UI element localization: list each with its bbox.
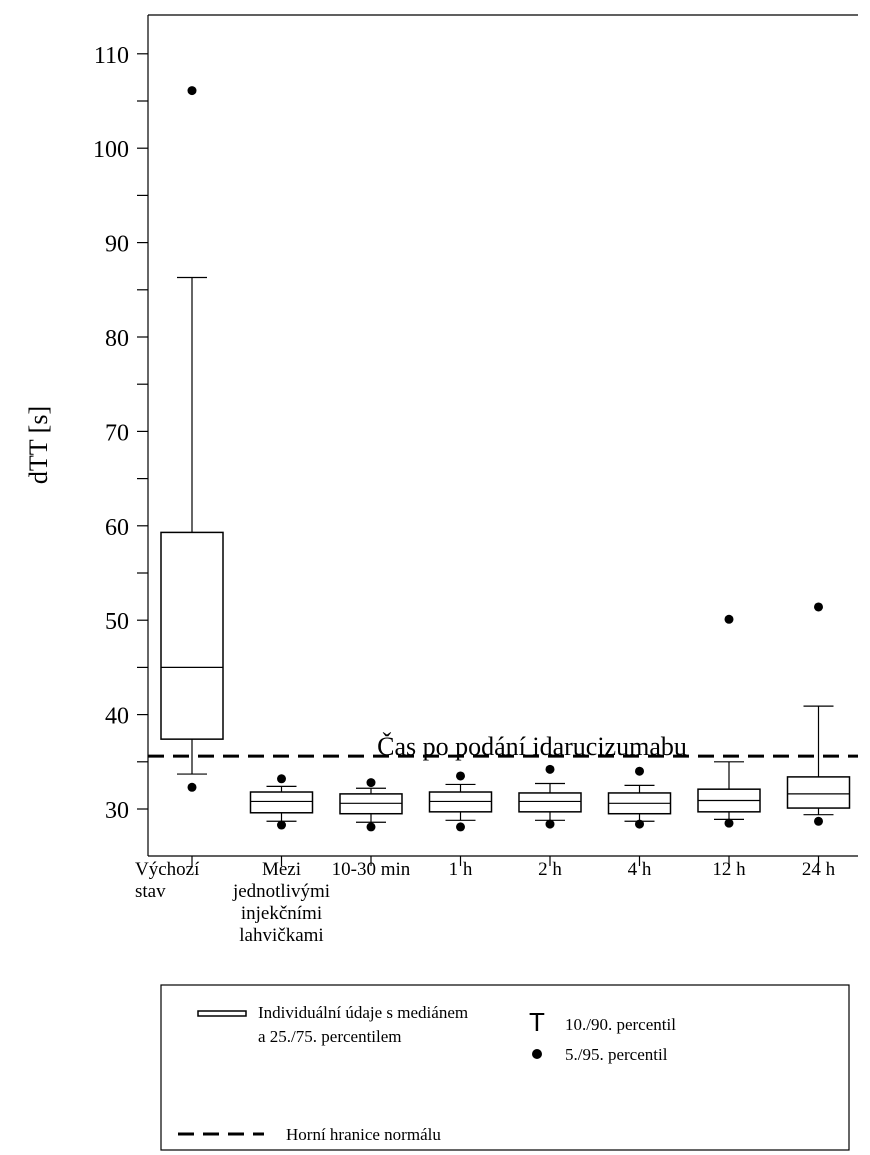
box-iqr xyxy=(249,791,314,814)
x-axis-label: Čas po podání idarucizumabu xyxy=(377,732,687,761)
legend-box-label-1: Individuální údaje s mediánem xyxy=(258,1003,468,1022)
boxes xyxy=(160,86,851,832)
x-tick-label: 24 h xyxy=(802,859,836,880)
box-group xyxy=(249,774,314,830)
box-group xyxy=(786,602,851,826)
x-ticks: Výchozí stav Mezi jednotlivými injekčními lah… xyxy=(135,856,836,946)
x-tick-label-line: 4 h xyxy=(628,859,652,880)
x-tick-label-line: 24 h xyxy=(802,859,836,880)
x-tick-label: 10-30 min xyxy=(332,859,411,880)
p5-dot xyxy=(456,822,465,832)
p95-dot xyxy=(456,771,465,781)
y-tick-label: 60 xyxy=(105,515,129,541)
p5-dot xyxy=(366,822,376,832)
x-tick-label: 2 h xyxy=(538,859,562,880)
x-tick-label: Výchozí stav xyxy=(135,859,200,902)
box-group xyxy=(160,86,224,792)
x-tick-label-line: lahvičkami xyxy=(239,925,323,946)
p95-dot xyxy=(635,766,644,776)
y-tick-label: 80 xyxy=(105,326,129,352)
x-tick-label-line: 1 h xyxy=(449,859,473,880)
x-tick-label-line: injekčními xyxy=(241,903,322,924)
box-iqr xyxy=(786,776,851,809)
legend-dashed-label: Horní hranice normálu xyxy=(286,1125,441,1144)
p95-dot xyxy=(366,778,376,788)
p5-dot xyxy=(187,782,197,792)
legend: Individuální údaje s mediánem a 25./75. … xyxy=(160,984,850,1151)
p5-dot xyxy=(635,819,644,829)
x-tick-label-line: jednotlivými xyxy=(232,881,330,902)
legend-frame xyxy=(160,984,850,1151)
p5-dot xyxy=(724,818,734,828)
p5-dot xyxy=(545,819,555,829)
y-tick-label: 50 xyxy=(105,609,129,635)
p95-dot xyxy=(277,774,286,784)
box-group xyxy=(518,764,582,829)
p95-dot xyxy=(545,764,555,774)
p95-dot xyxy=(187,86,197,96)
y-tick-label: 30 xyxy=(105,798,129,824)
y-tick-label: 110 xyxy=(94,43,129,69)
y-tick-label: 70 xyxy=(105,420,129,446)
box-iqr xyxy=(518,792,582,813)
y-axis-label: dTT [s] xyxy=(24,406,53,484)
p95-dot xyxy=(724,614,734,624)
box-group xyxy=(697,614,761,828)
p95-dot xyxy=(814,602,823,612)
p5-dot xyxy=(277,820,286,830)
p5-dot xyxy=(814,816,823,826)
box-group xyxy=(339,778,403,832)
legend-dot-symbol xyxy=(532,1049,542,1059)
box-group xyxy=(607,766,672,829)
x-tick-label: 4 h xyxy=(628,859,652,880)
legend-box-symbol xyxy=(197,1010,247,1017)
x-tick-label-line: 10-30 min xyxy=(332,859,411,880)
x-tick-label: 1 h xyxy=(449,859,473,880)
x-tick-label: Mezi jednotlivými injekčními lahvičkami xyxy=(232,859,330,946)
legend-dot-label: 5./95. percentil xyxy=(565,1045,668,1064)
axes xyxy=(147,14,858,857)
x-tick-label-line: Mezi xyxy=(262,859,301,880)
x-tick-label-line: 12 h xyxy=(712,859,746,880)
x-tick-label-line: Výchozí xyxy=(135,859,200,880)
x-tick-label: 12 h xyxy=(712,859,746,880)
legend-whisker-label: 10./90. percentil xyxy=(565,1015,676,1034)
legend-box-label-2: a 25./75. percentilem xyxy=(258,1027,402,1046)
y-tick-label: 90 xyxy=(105,232,129,258)
x-tick-label-line: stav xyxy=(135,881,166,902)
y-tick-label: 100 xyxy=(93,137,129,163)
x-tick-label-line: 2 h xyxy=(538,859,562,880)
y-ticks: 30 40 50 60 70 80 90 100 110 xyxy=(93,43,148,824)
box-group xyxy=(428,771,493,832)
y-tick-label: 40 xyxy=(105,704,129,730)
legend-whisker-symbol: T xyxy=(529,1007,545,1037)
box-iqr xyxy=(160,531,224,740)
